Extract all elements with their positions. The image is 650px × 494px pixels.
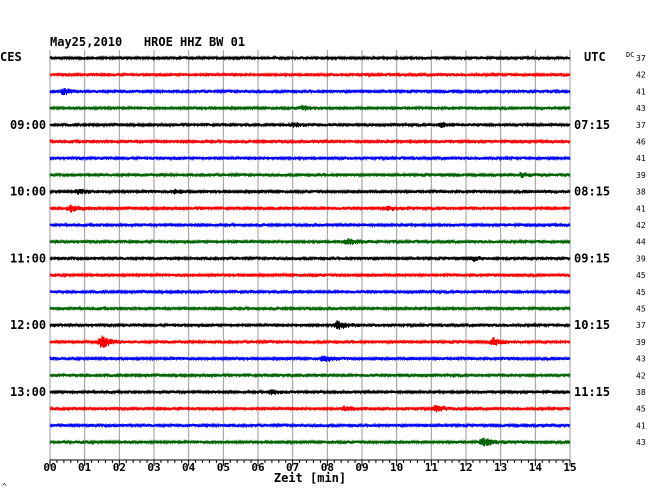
x-tick-label: 04 bbox=[182, 461, 196, 474]
dc-offset-label: 45 bbox=[636, 271, 646, 280]
left-hour-label: 13:00 bbox=[10, 385, 46, 399]
seismogram-trace bbox=[49, 104, 571, 112]
x-axis-ticks: 00 01 02 03 04 05 06 07 08 09 10 11 12 13 14 15 bbox=[43, 460, 577, 474]
dc-label: DC bbox=[626, 51, 634, 59]
left-timezone-label: CES bbox=[0, 50, 22, 64]
x-tick-label: 08 bbox=[321, 461, 334, 474]
seismogram-trace bbox=[49, 54, 571, 62]
chart-title: May25,2010 HROE HHZ BW 01 bbox=[50, 35, 245, 49]
dc-offset-label: 37 bbox=[636, 121, 646, 130]
x-tick-label: 06 bbox=[251, 461, 265, 474]
x-tick-label: 13 bbox=[494, 461, 507, 474]
x-tick-label: 02 bbox=[113, 461, 126, 474]
dc-offset-label: 39 bbox=[636, 254, 646, 263]
grid bbox=[49, 50, 571, 460]
seismogram-trace bbox=[49, 371, 571, 379]
seismogram-trace bbox=[49, 121, 571, 129]
right-hour-label: 10:15 bbox=[574, 318, 610, 332]
dc-offset-label: 41 bbox=[636, 204, 646, 213]
left-hour-label: 10:00 bbox=[10, 185, 46, 199]
dc-offset-label: 43 bbox=[636, 438, 646, 447]
seismogram-traces bbox=[49, 54, 571, 447]
x-tick-label: 05 bbox=[217, 461, 230, 474]
seismogram-trace bbox=[49, 87, 571, 96]
x-axis-label: Zeit [min] bbox=[274, 471, 346, 485]
seismogram-trace bbox=[49, 138, 571, 145]
seismogram-trace bbox=[49, 288, 571, 296]
x-tick-label: 10 bbox=[390, 461, 403, 474]
seismogram-trace bbox=[49, 238, 571, 245]
dc-offset-label: 39 bbox=[636, 171, 646, 180]
seismogram-trace bbox=[49, 188, 571, 195]
dc-offset-label: 42 bbox=[636, 71, 646, 80]
left-hour-label: 12:00 bbox=[10, 318, 46, 332]
left-hour-labels: 09:00 10:00 11:00 12:00 13:00 bbox=[10, 118, 46, 399]
x-tick-label: 12 bbox=[459, 461, 472, 474]
dc-offset-label: 41 bbox=[636, 154, 646, 163]
dc-offset-label: 37 bbox=[636, 321, 646, 330]
dc-offset-label: 38 bbox=[636, 188, 646, 197]
x-tick-label: 11 bbox=[425, 461, 439, 474]
seismogram-trace bbox=[49, 221, 571, 229]
right-hour-label: 08:15 bbox=[574, 185, 610, 199]
seismogram-trace bbox=[49, 355, 571, 363]
seismogram-trace bbox=[49, 255, 571, 262]
dc-offset-label: 42 bbox=[636, 371, 646, 380]
footer-mark: ^ bbox=[2, 482, 7, 491]
seismogram-trace bbox=[49, 171, 571, 178]
seismogram-trace bbox=[49, 71, 571, 78]
dc-offset-label: 37 bbox=[636, 54, 646, 63]
seismogram-trace bbox=[49, 388, 571, 396]
x-tick-label: 01 bbox=[78, 461, 92, 474]
seismogram-trace bbox=[49, 204, 571, 213]
x-tick-label: 14 bbox=[529, 461, 543, 474]
dc-offset-label: 42 bbox=[636, 221, 646, 230]
seismogram-trace bbox=[49, 154, 571, 162]
left-hour-label: 09:00 bbox=[10, 118, 46, 132]
dc-offset-label: 44 bbox=[636, 238, 646, 247]
x-tick-label: 09 bbox=[355, 461, 368, 474]
dc-offset-labels: 37 42 41 43 37 46 41 39 38 41 42 44 39 45 45 45 37 39 43 42… bbox=[636, 54, 646, 447]
x-tick-label: 15 bbox=[563, 461, 576, 474]
dc-offset-label: 39 bbox=[636, 338, 646, 347]
seismogram-trace bbox=[49, 404, 571, 413]
dc-offset-label: 41 bbox=[636, 421, 646, 430]
left-hour-label: 11:00 bbox=[10, 251, 46, 265]
dc-offset-label: 43 bbox=[636, 104, 646, 113]
dc-offset-label: 45 bbox=[636, 305, 646, 314]
right-hour-label: 09:15 bbox=[574, 251, 610, 265]
dc-offset-label: 45 bbox=[636, 288, 646, 297]
seismogram-trace bbox=[49, 422, 571, 429]
seismogram-trace bbox=[49, 320, 571, 330]
dc-offset-label: 41 bbox=[636, 87, 646, 96]
seismogram-trace bbox=[49, 335, 571, 348]
x-tick-label: 00 bbox=[43, 461, 56, 474]
right-timezone-label: UTC bbox=[584, 50, 606, 64]
right-hour-label: 07:15 bbox=[574, 118, 610, 132]
seismogram-trace bbox=[49, 271, 571, 279]
seismogram-trace bbox=[49, 437, 571, 447]
dc-offset-label: 38 bbox=[636, 388, 646, 397]
seismogram-trace bbox=[49, 305, 571, 312]
right-hour-labels: 07:15 08:15 09:15 10:15 11:15 bbox=[574, 118, 610, 399]
right-hour-label: 11:15 bbox=[574, 385, 610, 399]
x-tick-label: 07 bbox=[286, 461, 299, 474]
dc-offset-label: 46 bbox=[636, 138, 646, 147]
dc-offset-label: 45 bbox=[636, 405, 646, 414]
dc-offset-label: 43 bbox=[636, 355, 646, 364]
x-tick-label: 03 bbox=[147, 461, 160, 474]
